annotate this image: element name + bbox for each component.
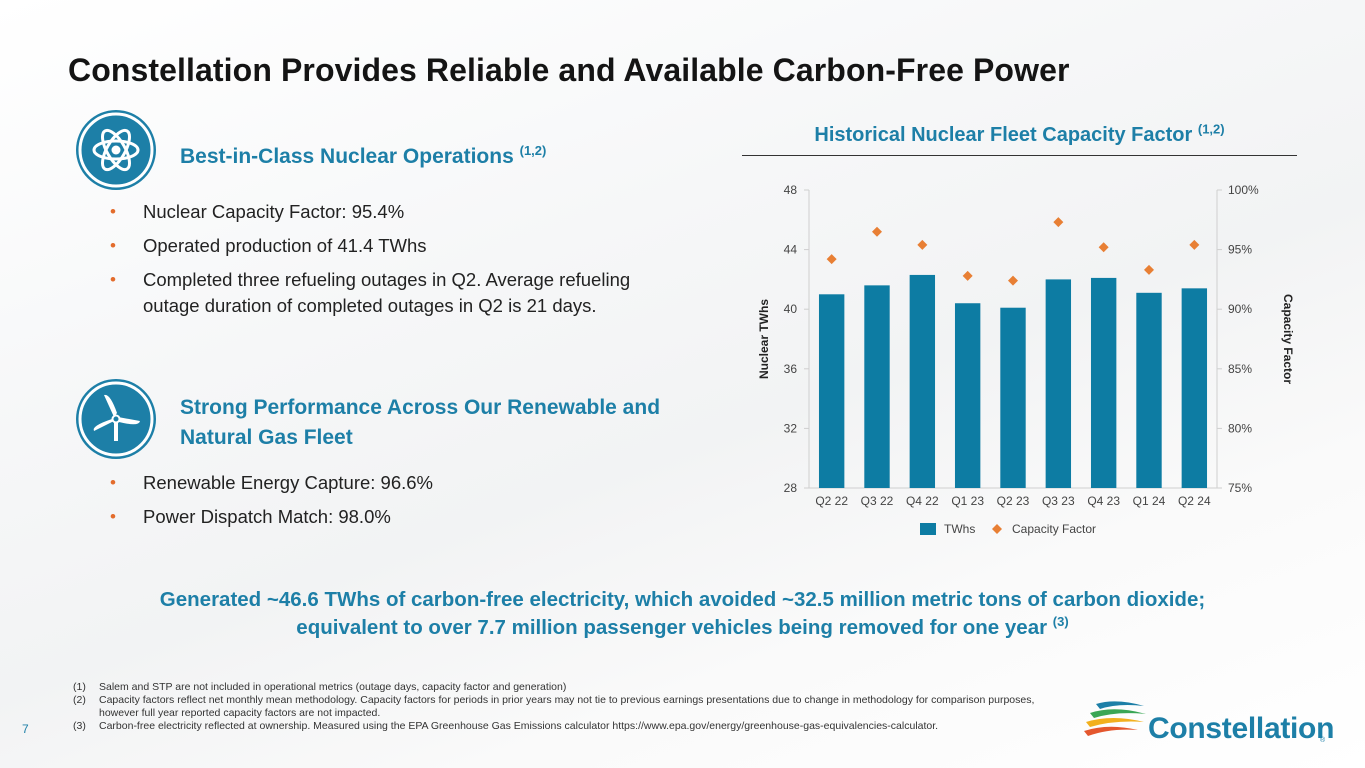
bar-twhs-q4-22 bbox=[909, 274, 936, 488]
footnote-2: (2) Capacity factors reflect net monthly … bbox=[73, 694, 1035, 719]
marker-capacity-factor-q1-23 bbox=[962, 270, 973, 281]
marker-capacity-factor-q2-22 bbox=[826, 254, 837, 265]
footnotes: (1) Salem and STP are not included in ope… bbox=[73, 681, 1063, 733]
x-tick-label: Q2 23 bbox=[997, 494, 1030, 508]
nuclear-operations-heading: Best-in-Class Nuclear Operations (1,2) bbox=[180, 143, 547, 168]
x-tick-label: Q2 24 bbox=[1178, 494, 1211, 508]
bar-twhs-q2-24 bbox=[1181, 288, 1208, 488]
footnote-1: (1) Salem and STP are not included in ope… bbox=[73, 681, 567, 693]
nuclear-bullets: Nuclear Capacity Factor: 95.4% Operated … bbox=[110, 199, 690, 327]
logo-registered-mark: ® bbox=[1320, 737, 1326, 744]
marker-capacity-factor-q4-23 bbox=[1098, 242, 1109, 253]
legend-swatch-twhs bbox=[920, 523, 936, 535]
bar-twhs-q2-23 bbox=[1000, 307, 1026, 488]
renewable-heading: Strong Performance Across Our Renewable … bbox=[180, 396, 661, 449]
constellation-logo-mark bbox=[1084, 701, 1146, 736]
x-tick-label: Q3 22 bbox=[861, 494, 894, 508]
marker-capacity-factor-q1-24 bbox=[1144, 264, 1154, 275]
bullet-renewable-capture: Renewable Energy Capture: 96.6% bbox=[110, 470, 690, 496]
carbon-free-callout: Generated ~46.6 TWhs of carbon-free elec… bbox=[159, 588, 1206, 639]
right-tick-label: 85% bbox=[1228, 362, 1252, 376]
marker-capacity-factor-q2-24 bbox=[1189, 239, 1200, 250]
capacity-factor-chart: 28 32 36 40 44 48 75% 80% 85% 90% 95% 100% Nuclear T… bbox=[757, 183, 1295, 536]
right-tick-label: 90% bbox=[1228, 302, 1252, 316]
x-tick-label: Q2 22 bbox=[815, 494, 848, 508]
footnote-3: (3) Carbon-free electricity reflected at … bbox=[73, 720, 939, 732]
bar-twhs-q1-24 bbox=[1136, 292, 1162, 488]
x-tick-label: Q4 22 bbox=[906, 494, 939, 508]
legend-label-twhs: TWhs bbox=[944, 522, 975, 536]
left-tick-label: 36 bbox=[784, 362, 798, 376]
wind-turbine-icon bbox=[76, 379, 156, 459]
marker-capacity-factor-q4-22 bbox=[917, 239, 928, 250]
logo-wordmark: Constellation bbox=[1148, 712, 1335, 745]
right-tick-label: 95% bbox=[1228, 243, 1252, 257]
x-tick-label: Q1 24 bbox=[1133, 494, 1166, 508]
left-tick-label: 40 bbox=[784, 302, 798, 316]
right-tick-label: 100% bbox=[1228, 183, 1259, 197]
left-tick-label: 28 bbox=[784, 481, 798, 495]
bar-twhs-q3-22 bbox=[864, 285, 890, 488]
page-number: 7 bbox=[22, 722, 29, 736]
bullet-refueling-outages: Completed three refueling outages in Q2.… bbox=[110, 267, 643, 319]
bullet-operated-production: Operated production of 41.4 TWhs bbox=[110, 233, 690, 259]
y-axis-title: Nuclear TWhs bbox=[757, 299, 771, 379]
chart-title-rule bbox=[742, 155, 1297, 156]
legend-label-capacity-factor: Capacity Factor bbox=[1012, 522, 1096, 536]
atom-icon bbox=[76, 110, 156, 190]
left-tick-label: 44 bbox=[784, 243, 798, 257]
x-tick-label: Q4 23 bbox=[1087, 494, 1120, 508]
bullet-capacity-factor: Nuclear Capacity Factor: 95.4% bbox=[110, 199, 690, 225]
bar-twhs-q4-23 bbox=[1090, 277, 1117, 488]
bar-twhs-q2-22 bbox=[818, 294, 845, 488]
y2-axis-title: Capacity Factor bbox=[1281, 294, 1295, 384]
page-title: Constellation Provides Reliable and Avai… bbox=[68, 52, 1070, 88]
right-tick-label: 80% bbox=[1228, 421, 1252, 435]
marker-capacity-factor-q2-23 bbox=[1008, 275, 1018, 286]
x-tick-label: Q1 23 bbox=[951, 494, 984, 508]
renewable-bullets: Renewable Energy Capture: 96.6% Power Di… bbox=[110, 470, 690, 538]
marker-capacity-factor-q3-23 bbox=[1053, 217, 1064, 228]
x-tick-label: Q3 23 bbox=[1042, 494, 1075, 508]
legend-swatch-capacity-factor bbox=[992, 524, 1002, 534]
bar-twhs-q1-23 bbox=[954, 303, 981, 488]
marker-capacity-factor-q3-22 bbox=[872, 226, 882, 237]
right-tick-label: 75% bbox=[1228, 481, 1252, 495]
left-tick-label: 32 bbox=[784, 421, 798, 435]
left-tick-label: 48 bbox=[784, 183, 798, 197]
bar-twhs-q3-23 bbox=[1045, 279, 1072, 488]
bullet-dispatch-match: Power Dispatch Match: 98.0% bbox=[110, 504, 690, 530]
chart-title: Historical Nuclear Fleet Capacity Factor… bbox=[814, 121, 1225, 146]
